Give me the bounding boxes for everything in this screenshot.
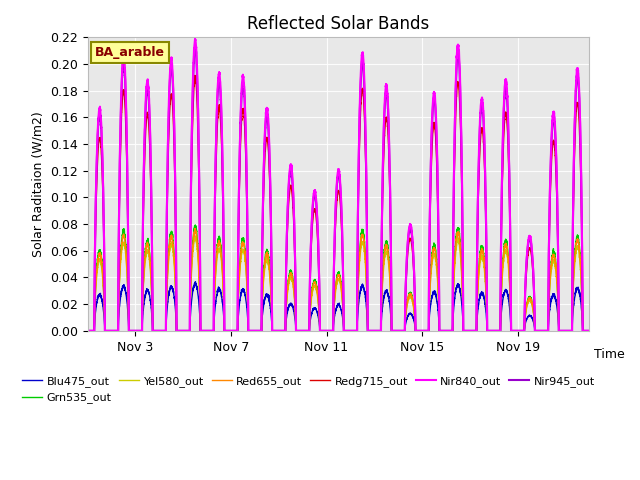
Grn535_out [427, 269, 435, 275]
Blu475_out [291, 319, 299, 324]
Nir945_out [586, 328, 593, 334]
Redg715_out [84, 328, 92, 334]
Grn535_out [84, 328, 92, 334]
Yel580_out [577, 283, 585, 289]
Nir840_out [427, 165, 435, 170]
Nir945_out [427, 169, 435, 175]
Redg715_out [577, 206, 585, 212]
Nir840_out [191, 36, 199, 42]
Grn535_out [577, 277, 585, 283]
Yel580_out [427, 276, 435, 282]
Text: BA_arable: BA_arable [95, 46, 165, 59]
Line: Nir840_out: Nir840_out [88, 39, 589, 331]
Line: Red655_out: Red655_out [88, 228, 589, 331]
Yel580_out [191, 233, 199, 239]
Grn535_out [586, 328, 593, 334]
Line: Yel580_out: Yel580_out [88, 236, 589, 331]
Yel580_out [456, 247, 464, 252]
Nir840_out [586, 328, 593, 334]
Redg715_out [456, 102, 464, 108]
Nir840_out [456, 70, 464, 76]
Grn535_out [191, 222, 199, 228]
Redg715_out [353, 328, 361, 334]
Legend: Blu475_out, Grn535_out, Yel580_out, Red655_out, Redg715_out, Nir840_out, Nir945_: Blu475_out, Grn535_out, Yel580_out, Red6… [17, 372, 599, 408]
Y-axis label: Solar Raditaion (W/m2): Solar Raditaion (W/m2) [31, 111, 44, 257]
Yel580_out [291, 309, 299, 315]
Yel580_out [84, 328, 92, 334]
Grn535_out [353, 328, 361, 334]
Blu475_out [84, 328, 92, 334]
Red655_out [586, 328, 593, 334]
Nir945_out [154, 328, 162, 334]
Nir945_out [456, 77, 464, 83]
Line: Redg715_out: Redg715_out [88, 75, 589, 331]
Grn535_out [154, 328, 162, 334]
Yel580_out [154, 328, 162, 334]
Red655_out [154, 328, 162, 334]
Redg715_out [191, 72, 198, 78]
Yel580_out [586, 328, 593, 334]
Grn535_out [456, 236, 464, 242]
Redg715_out [291, 278, 299, 284]
Nir840_out [577, 187, 585, 193]
Blu475_out [427, 301, 435, 307]
Grn535_out [291, 307, 299, 313]
Nir840_out [154, 328, 162, 334]
Redg715_out [427, 187, 435, 192]
Blu475_out [577, 305, 585, 311]
Line: Grn535_out: Grn535_out [88, 225, 589, 331]
Nir945_out [353, 328, 361, 334]
Blu475_out [191, 279, 199, 285]
Red655_out [191, 226, 199, 231]
Blu475_out [353, 328, 361, 334]
Blu475_out [456, 288, 464, 293]
Red655_out [427, 270, 435, 276]
Nir945_out [577, 191, 585, 197]
Red655_out [353, 328, 361, 334]
Red655_out [577, 280, 585, 286]
Nir840_out [84, 328, 92, 334]
Redg715_out [586, 328, 593, 334]
Title: Reflected Solar Bands: Reflected Solar Bands [247, 15, 429, 33]
Line: Nir945_out: Nir945_out [88, 48, 589, 331]
Nir840_out [291, 270, 299, 276]
Text: Time: Time [595, 348, 625, 361]
Nir945_out [291, 272, 299, 277]
Red655_out [291, 308, 299, 314]
Nir945_out [191, 45, 198, 50]
Yel580_out [353, 328, 361, 334]
Line: Blu475_out: Blu475_out [88, 282, 589, 331]
Nir945_out [84, 328, 92, 334]
Blu475_out [154, 328, 162, 334]
Red655_out [456, 239, 464, 244]
Blu475_out [586, 328, 593, 334]
Nir840_out [353, 328, 361, 334]
Redg715_out [154, 328, 162, 334]
Red655_out [84, 328, 92, 334]
